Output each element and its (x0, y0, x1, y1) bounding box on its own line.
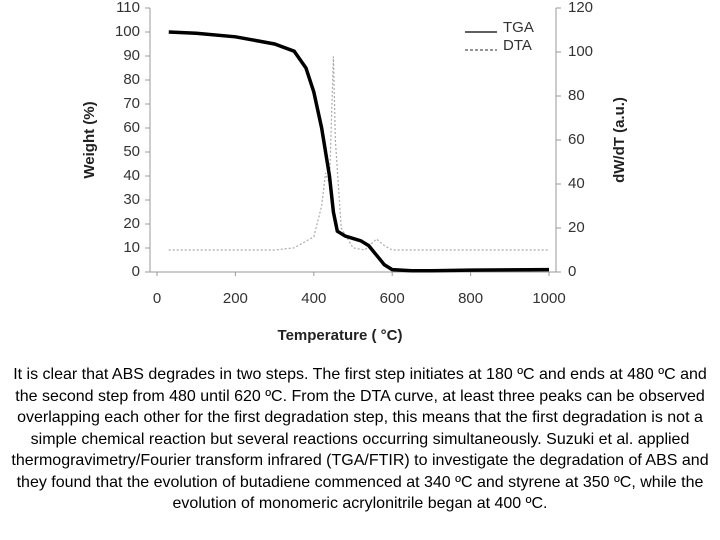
y2-tick-label: 0 (568, 263, 576, 280)
y-tick-label: 80 (123, 71, 140, 88)
y-tick-label: 50 (123, 143, 140, 160)
y-tick-label: 20 (123, 215, 140, 232)
y2-tick-label: 100 (568, 43, 593, 60)
x-tick-label: 200 (223, 290, 248, 307)
y2-tick-label: 40 (568, 175, 585, 192)
y-tick-label: 30 (123, 191, 140, 208)
caption: It is clear that ABS degrades in two ste… (11, 366, 709, 512)
legend-label: TGA (503, 19, 534, 36)
series-line (168, 56, 549, 251)
y-tick-label: 10 (123, 239, 140, 256)
y-tick-label: 110 (116, 0, 140, 16)
y2-tick-label: 60 (568, 131, 585, 148)
y2-tick-label: 20 (568, 219, 585, 236)
y-axis-label: Weight (%) (81, 101, 98, 178)
x-tick-label: 1000 (532, 290, 565, 307)
chart: Temperature ( °C) Weight (%) dW/dT (a.u.… (81, 0, 628, 344)
y-tick-label: 40 (123, 167, 140, 184)
y-tick-label: 90 (123, 47, 140, 64)
y2-tick-label: 120 (568, 0, 593, 16)
y-tick-label: 100 (115, 23, 140, 40)
x-tick-label: 400 (301, 290, 326, 307)
x-tick-label: 0 (153, 290, 161, 307)
x-tick-label: 800 (458, 290, 483, 307)
x-tick-label: 600 (380, 290, 405, 307)
x-axis-label: Temperature ( °C) (278, 327, 403, 344)
y2-axis-label: dW/dT (a.u.) (611, 97, 628, 183)
y-tick-label: 70 (123, 95, 140, 112)
y-tick-label: 60 (123, 119, 140, 136)
y2-tick-label: 80 (568, 87, 585, 104)
y-tick-label: 0 (132, 263, 140, 280)
series-line (168, 30, 550, 273)
legend-label: DTA (503, 37, 532, 54)
